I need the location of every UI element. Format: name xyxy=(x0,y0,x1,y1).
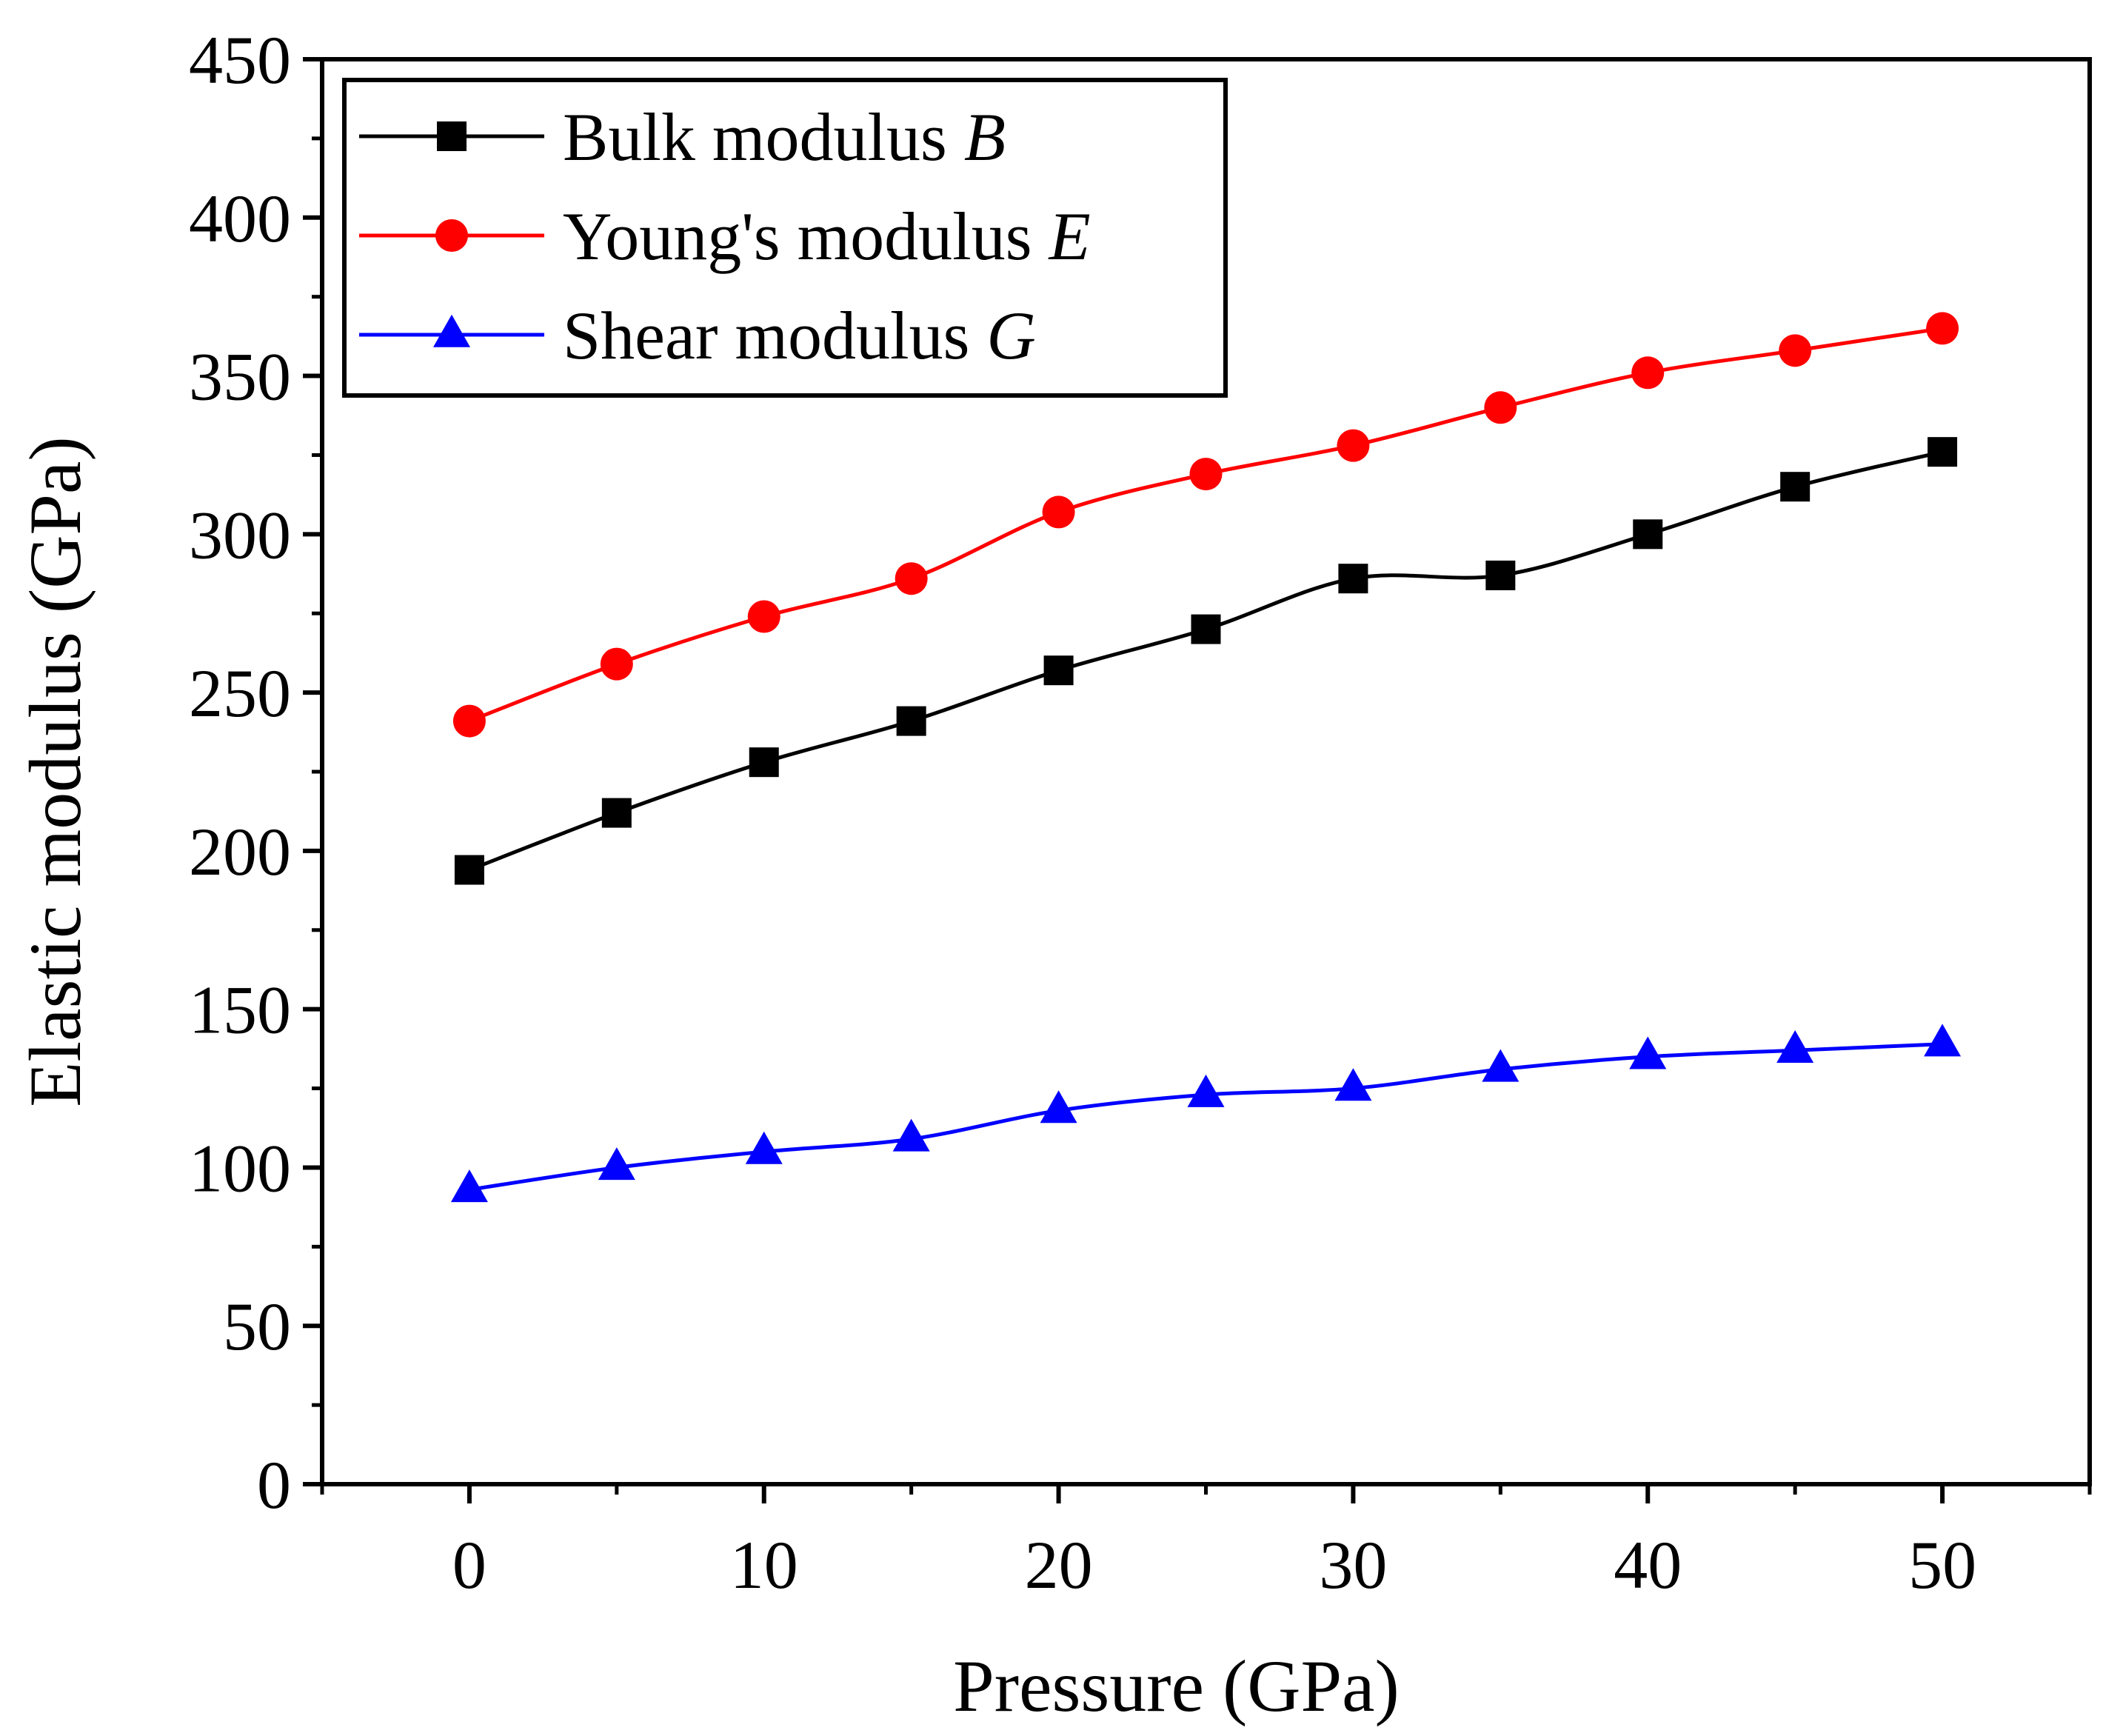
legend-symbol: G xyxy=(986,298,1035,373)
legend-label-bulk-modulus: Bulk modulus B xyxy=(563,99,1006,175)
data-point-shear-modulus xyxy=(1924,1024,1962,1057)
x-tick-label: 50 xyxy=(1908,1527,1976,1603)
legend-item-young-s-modulus: Young's modulus E xyxy=(359,198,1091,274)
data-point-shear-modulus xyxy=(745,1131,783,1164)
y-tick-label: 400 xyxy=(189,181,291,256)
x-tick-label: 40 xyxy=(1614,1527,1682,1603)
y-tick-label: 300 xyxy=(189,497,291,572)
data-point-young-s-modulus xyxy=(1042,495,1075,529)
data-point-young-s-modulus xyxy=(1484,391,1517,424)
data-point-bulk-modulus xyxy=(601,798,632,828)
y-tick-label: 0 xyxy=(257,1447,291,1523)
y-axis-title: Elastic modulus (GPa) xyxy=(14,436,96,1106)
y-tick-label: 450 xyxy=(189,22,291,98)
data-point-young-s-modulus xyxy=(452,704,486,738)
x-tick-label: 0 xyxy=(452,1527,487,1603)
data-point-bulk-modulus xyxy=(1043,655,1074,686)
x-tick-label: 10 xyxy=(730,1527,798,1603)
y-tick-label: 100 xyxy=(189,1130,291,1206)
legend-item-shear-modulus: Shear modulus G xyxy=(359,298,1036,373)
data-point-shear-modulus xyxy=(1629,1036,1667,1069)
data-point-shear-modulus xyxy=(892,1118,930,1152)
data-point-shear-modulus xyxy=(1040,1090,1077,1124)
data-point-bulk-modulus xyxy=(1338,564,1368,594)
legend-name: Bulk modulus xyxy=(563,99,964,175)
series-layer xyxy=(450,312,1962,1203)
y-tick-label: 350 xyxy=(189,339,291,415)
data-point-young-s-modulus xyxy=(1779,334,1812,367)
legend-name: Shear modulus xyxy=(563,298,986,373)
data-point-young-s-modulus xyxy=(600,647,633,681)
data-point-young-s-modulus xyxy=(1189,458,1223,491)
legend-box xyxy=(342,78,1228,398)
data-point-young-s-modulus xyxy=(1337,429,1370,462)
legend-item-bulk-modulus: Bulk modulus B xyxy=(359,99,1006,175)
series-young-s-modulus xyxy=(452,312,1959,738)
x-tick-label: 20 xyxy=(1025,1527,1093,1603)
data-point-young-s-modulus xyxy=(1926,312,1959,345)
y-tick-label: 150 xyxy=(189,972,291,1048)
legend-marker-young-s-modulus xyxy=(435,219,468,252)
data-point-bulk-modulus xyxy=(1780,472,1811,502)
y-tick-label: 200 xyxy=(189,814,291,889)
data-point-young-s-modulus xyxy=(1631,356,1665,390)
data-point-bulk-modulus xyxy=(454,855,484,885)
data-point-bulk-modulus xyxy=(1191,614,1221,644)
data-point-shear-modulus xyxy=(1187,1074,1225,1107)
data-point-bulk-modulus xyxy=(749,747,779,778)
x-tick-label: 30 xyxy=(1319,1527,1387,1603)
data-point-shear-modulus xyxy=(450,1169,488,1203)
data-point-shear-modulus xyxy=(1334,1068,1372,1101)
data-point-shear-modulus xyxy=(598,1147,635,1181)
legend-name: Young's modulus xyxy=(563,198,1049,274)
plot-frame xyxy=(320,57,2092,1486)
legend-label-young-s-modulus: Young's modulus E xyxy=(563,198,1091,274)
series-bulk-modulus xyxy=(454,437,1958,885)
data-point-shear-modulus xyxy=(1776,1029,1814,1063)
x-axis-title: Pressure (GPa) xyxy=(953,1645,1400,1727)
data-point-bulk-modulus xyxy=(1485,560,1516,590)
legend-label-shear-modulus: Shear modulus G xyxy=(563,298,1036,373)
data-point-bulk-modulus xyxy=(1928,437,1958,467)
data-point-young-s-modulus xyxy=(895,562,928,595)
legend-symbol: E xyxy=(1048,198,1091,274)
y-tick-label: 50 xyxy=(223,1289,291,1364)
series-shear-modulus xyxy=(450,1024,1962,1203)
data-point-bulk-modulus xyxy=(896,706,926,736)
data-point-young-s-modulus xyxy=(747,600,780,633)
data-point-bulk-modulus xyxy=(1633,519,1663,550)
legend-marker-bulk-modulus xyxy=(437,121,467,151)
legend-marker-shear-modulus xyxy=(433,314,470,347)
legend-symbol: B xyxy=(964,99,1006,175)
data-point-shear-modulus xyxy=(1482,1049,1519,1082)
ticks-layer: 0 50 100 150 200 250 300 350 400 450 0 10 20 30 40 50 xyxy=(189,22,2092,1603)
y-tick-label: 250 xyxy=(189,655,291,731)
